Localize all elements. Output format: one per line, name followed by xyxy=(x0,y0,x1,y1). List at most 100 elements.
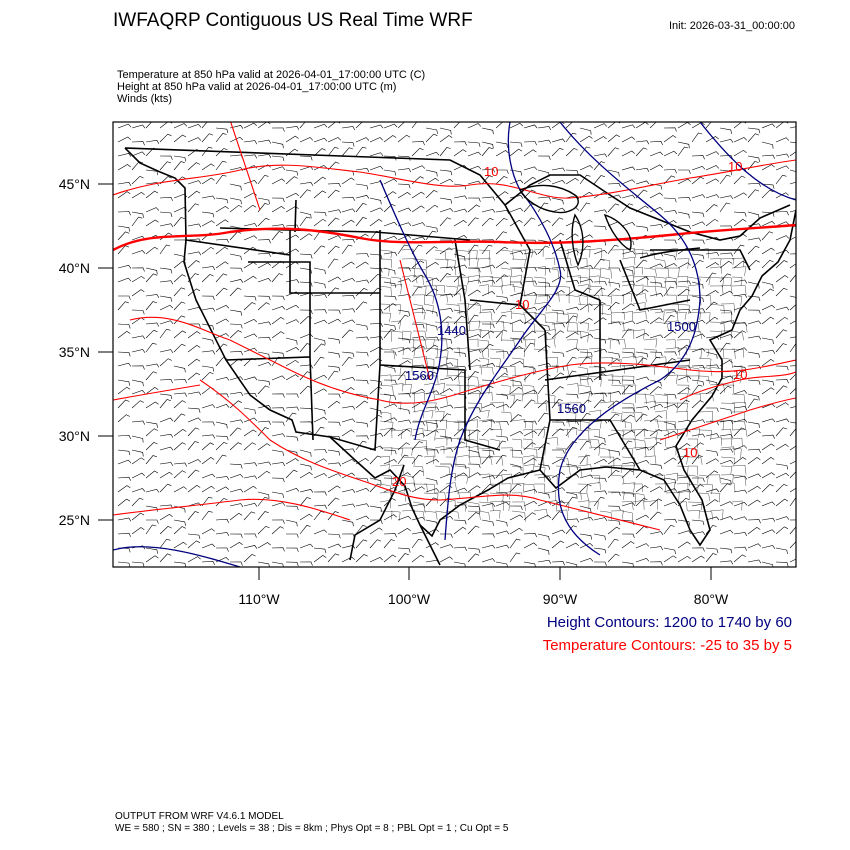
county-line xyxy=(500,393,515,404)
wind-barb xyxy=(733,149,747,157)
wind-barb xyxy=(481,217,494,227)
county-line xyxy=(709,321,725,333)
wind-barb xyxy=(467,267,481,273)
county-line xyxy=(445,456,457,467)
wind-barb xyxy=(439,266,454,271)
wind-barb xyxy=(775,463,789,470)
wind-barb xyxy=(663,210,678,215)
wind-barb xyxy=(285,224,299,229)
county-line xyxy=(698,276,711,286)
county-line xyxy=(709,436,722,446)
wind-barb xyxy=(551,197,564,205)
wind-barb xyxy=(761,281,774,289)
wind-barb xyxy=(593,287,606,297)
county-line xyxy=(632,329,645,340)
wind-barb xyxy=(271,477,285,483)
wind-barb xyxy=(299,489,314,493)
lat-label-40: 40°N xyxy=(59,260,90,276)
wind-barb xyxy=(635,514,650,521)
wind-barb xyxy=(509,538,521,549)
county-line xyxy=(599,392,611,402)
wind-barb xyxy=(635,167,650,172)
wind-barb xyxy=(117,136,132,143)
wind-barb xyxy=(579,303,593,311)
county-line xyxy=(478,409,490,418)
county-line xyxy=(676,357,691,367)
county-line xyxy=(445,276,460,287)
county-line xyxy=(390,320,402,330)
wind-barb xyxy=(565,132,577,143)
wind-barb xyxy=(761,304,776,311)
county-line xyxy=(544,393,556,405)
wind-barb xyxy=(145,470,159,479)
wind-barb xyxy=(243,235,258,241)
wind-barb xyxy=(649,356,661,367)
wind-barb xyxy=(761,183,775,189)
wind-barb xyxy=(341,126,356,131)
wind-barb xyxy=(719,342,731,353)
wind-barb xyxy=(523,267,537,272)
county-line xyxy=(379,420,394,433)
county-line xyxy=(456,276,470,285)
wind-barb xyxy=(257,420,271,425)
county-line xyxy=(445,285,458,296)
county-line xyxy=(379,285,392,297)
wind-barb xyxy=(411,470,424,479)
wind-barb xyxy=(215,287,228,297)
wind-barb xyxy=(719,433,734,438)
lon-axis xyxy=(258,567,712,580)
wind-barb xyxy=(271,295,285,301)
wind-barb xyxy=(131,435,144,443)
wind-barb xyxy=(286,533,299,538)
county-line xyxy=(401,357,413,369)
wind-barb xyxy=(537,533,550,541)
wind-barb xyxy=(775,165,790,171)
wind-barb xyxy=(440,533,453,538)
county-line xyxy=(434,258,449,269)
wind-barb xyxy=(551,487,566,493)
wind-barb xyxy=(733,234,747,241)
wind-barb xyxy=(593,348,608,353)
wind-barb xyxy=(439,544,454,549)
wind-barb xyxy=(439,217,452,227)
wind-barb xyxy=(747,421,760,428)
wind-barb xyxy=(285,261,299,269)
wind-barb xyxy=(369,379,383,386)
county-line xyxy=(478,492,489,502)
wind-barb xyxy=(453,315,466,325)
county-line xyxy=(632,302,646,311)
wind-barb xyxy=(215,206,229,213)
wind-barb xyxy=(453,264,468,269)
county-line xyxy=(599,401,614,412)
wind-barb xyxy=(593,209,608,214)
county-line xyxy=(621,447,633,457)
wind-barb xyxy=(369,207,384,213)
county-line xyxy=(731,257,745,267)
county-line xyxy=(709,258,722,266)
wind-barb xyxy=(369,414,383,423)
wind-barb xyxy=(257,252,271,257)
county-line xyxy=(412,501,426,513)
wind-barb xyxy=(467,217,479,227)
county-line xyxy=(434,285,445,294)
wind-barb xyxy=(159,211,173,217)
wind-barb xyxy=(775,427,788,437)
county-line xyxy=(423,357,435,367)
wind-barb xyxy=(649,317,663,325)
county-line xyxy=(412,303,423,315)
wind-barb xyxy=(495,209,510,214)
wind-barb xyxy=(495,404,510,409)
wind-barb xyxy=(495,329,508,339)
wind-barb xyxy=(467,547,481,554)
wind-barb xyxy=(271,449,284,456)
wind-barb xyxy=(467,141,481,147)
wind-barb xyxy=(257,405,272,409)
wind-barb xyxy=(775,526,789,535)
wind-barb xyxy=(285,291,300,297)
wind-barb xyxy=(579,412,591,423)
wind-barb xyxy=(593,317,607,325)
county-line xyxy=(698,366,713,377)
wind-barb xyxy=(663,351,677,356)
county-line xyxy=(522,384,535,395)
wind-barb xyxy=(131,335,146,340)
